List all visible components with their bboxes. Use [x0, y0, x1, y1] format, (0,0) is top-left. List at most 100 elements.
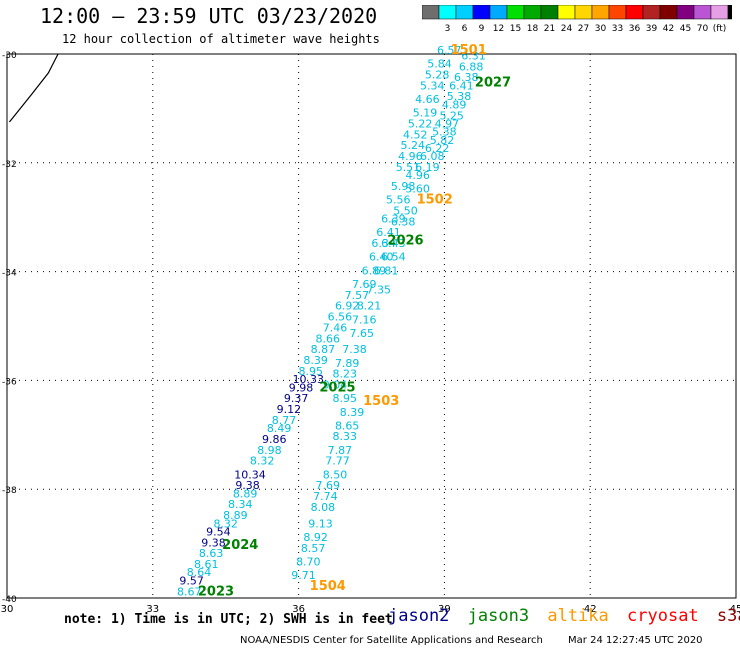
wave-height-value: 6.22 [425, 142, 450, 155]
colorbar-label: 9 [479, 24, 485, 34]
wave-height-value: 8.08 [311, 501, 336, 514]
wave-height-value: 7.69 [352, 278, 377, 291]
colorbar-label: 12 [493, 24, 504, 34]
wave-height-value: 8.34 [228, 498, 253, 511]
wave-height-value: 8.98 [257, 444, 282, 457]
wave-height-value: 6.08 [420, 150, 445, 163]
colorbar-label: 6 [462, 24, 468, 34]
pass-label-2023: 2023 [198, 584, 234, 599]
colorbar-label: 33 [612, 24, 623, 34]
wave-height-value: 7.69 [316, 479, 341, 492]
colorbar-label: 39 [646, 24, 658, 34]
wave-height-value: 5.24 [401, 139, 426, 152]
wave-height-value: 9.04 [323, 379, 348, 392]
wave-height-value: 8.87 [311, 343, 336, 356]
wave-height-value: 7.74 [313, 490, 338, 503]
wave-height-value: 4.96 [398, 150, 423, 163]
wave-height-value: 8.95 [333, 392, 358, 405]
wave-height-value: 7.65 [350, 327, 375, 340]
footer-date: Mar 24 12:27:45 UTC 2020 [568, 635, 703, 646]
wave-height-value: 8.70 [296, 555, 321, 568]
wave-height-value: 8.57 [301, 542, 326, 555]
footer-org: NOAA/NESDIS Center for Satellite Applica… [240, 635, 543, 646]
wave-height-value: 8.21 [357, 300, 382, 313]
latitude-tick-label: -38 [2, 486, 17, 496]
wave-height-value: 9.38 [201, 536, 226, 549]
wave-height-value: 9.13 [308, 517, 333, 530]
wave-height-value: 9.98 [289, 381, 314, 394]
wave-height-value: 8.33 [333, 430, 358, 443]
pass-label-2024: 2024 [222, 538, 258, 553]
latitude-tick-label: -30 [2, 51, 17, 61]
wave-height-value: 8.23 [333, 368, 358, 381]
wave-height-value: 6.81 [374, 264, 399, 277]
colorbar-label: 70 [697, 24, 709, 34]
wave-height-value: 7.77 [325, 455, 350, 468]
wave-height-value: 6.38 [391, 215, 416, 228]
wave-height-value: 5.25 [439, 109, 464, 122]
wave-height-value: 6.38 [454, 71, 479, 84]
wave-height-value: 8.61 [194, 558, 219, 571]
colorbar-label: 42 [663, 24, 674, 34]
wave-height-value: 6.39 [381, 213, 406, 226]
wave-height-value: 5.28 [425, 68, 450, 81]
wave-height-value: 6.56 [328, 311, 353, 324]
wave-height-value: 9.12 [277, 403, 302, 416]
legend-s3a: s3a [716, 606, 740, 626]
wave-height-value: 6.89 [362, 264, 387, 277]
wave-height-value: 5.34 [420, 79, 445, 92]
wave-height-value: 5.38 [432, 126, 457, 139]
colorbar-label: 18 [527, 24, 539, 34]
wave-height-value: 10.34 [234, 468, 266, 481]
colorbar-label: 30 [595, 24, 607, 34]
notes-text: note: 1) Time is in UTC; 2) SWH is in fe… [64, 612, 393, 627]
colorbar-swatch [727, 5, 732, 20]
pass-label-1501: 1501 [451, 43, 487, 58]
wave-height-value: 5.38 [447, 90, 472, 103]
map-title: 12:00 – 23:59 UTC 03/23/2020 [40, 4, 378, 28]
wave-height-value: 6.41 [376, 226, 401, 239]
wave-height-value: 6.88 [459, 60, 484, 73]
colorbar-label: 21 [544, 24, 555, 34]
wave-height-value: 9.37 [284, 392, 309, 405]
wave-height-value: 7.89 [335, 357, 360, 370]
latitude-tick-label: -34 [2, 269, 17, 279]
jason3-track-2026-2025: 6.896.817.697.357.576.928.21 6.56 7.16 7.46… [299, 264, 399, 405]
wave-height-value: 5.19 [413, 107, 438, 120]
longitude-tick-label: 42 [584, 604, 597, 615]
wave-height-value: 5.60 [405, 183, 430, 196]
colorbar-label: 24 [561, 24, 573, 34]
wave-height-value: 8.66 [316, 332, 341, 345]
longitude-tick-label: 36 [292, 604, 305, 615]
wave-height-value: 5.51 [396, 161, 421, 174]
wave-height-value: 6.54 [381, 251, 406, 264]
coastline [8, 53, 59, 123]
footer: NOAA/NESDIS Center for Satellite Applica… [240, 635, 725, 646]
wave-height-value: 6.40 [369, 251, 394, 264]
wave-height-value: 8.49 [267, 422, 292, 435]
latitude-tick-label: -40 [2, 595, 17, 605]
pass-label-1504: 1504 [310, 579, 346, 594]
wave-height-value: 8.89 [233, 487, 258, 500]
wave-height-value: 6.41 [449, 79, 474, 92]
legend-altika: altika [547, 606, 609, 626]
wave-height-value: 5.22 [408, 117, 433, 130]
colorbar-label: 15 [510, 24, 521, 34]
legend-cryosat: cryosat [627, 606, 699, 626]
longitude-tick-label: 39 [438, 604, 451, 615]
wave-height-value: 8.64 [187, 566, 212, 579]
jason3-track-2024-2023: 8.778.498.988.328.898.348.898.328.638.61… [177, 414, 296, 598]
wave-height-value: 6.31 [461, 49, 486, 62]
colorbar-label: 36 [629, 24, 641, 34]
wave-height-value: 8.67 [177, 585, 202, 598]
map-subtitle: 12 hour collection of altimeter wave hei… [62, 32, 380, 46]
wave-height-value: 6.43 [381, 237, 406, 250]
wave-height-value: 8.63 [199, 547, 224, 560]
pass-label-2025: 2025 [319, 380, 355, 395]
wave-height-value: 8.32 [213, 517, 238, 530]
wave-height-value: 8.77 [272, 414, 297, 427]
longitude-tick-label: 33 [146, 604, 159, 615]
altika-track-1501-1502: 6.57 6.315.84 6.885.28 6.385.34 6.415.384.66… [369, 44, 486, 264]
altika-track-1503-1504: 8.398.658.337.877.778.507.697.748.08 9.13… [291, 406, 364, 582]
wave-height-value: 9.38 [235, 479, 260, 492]
